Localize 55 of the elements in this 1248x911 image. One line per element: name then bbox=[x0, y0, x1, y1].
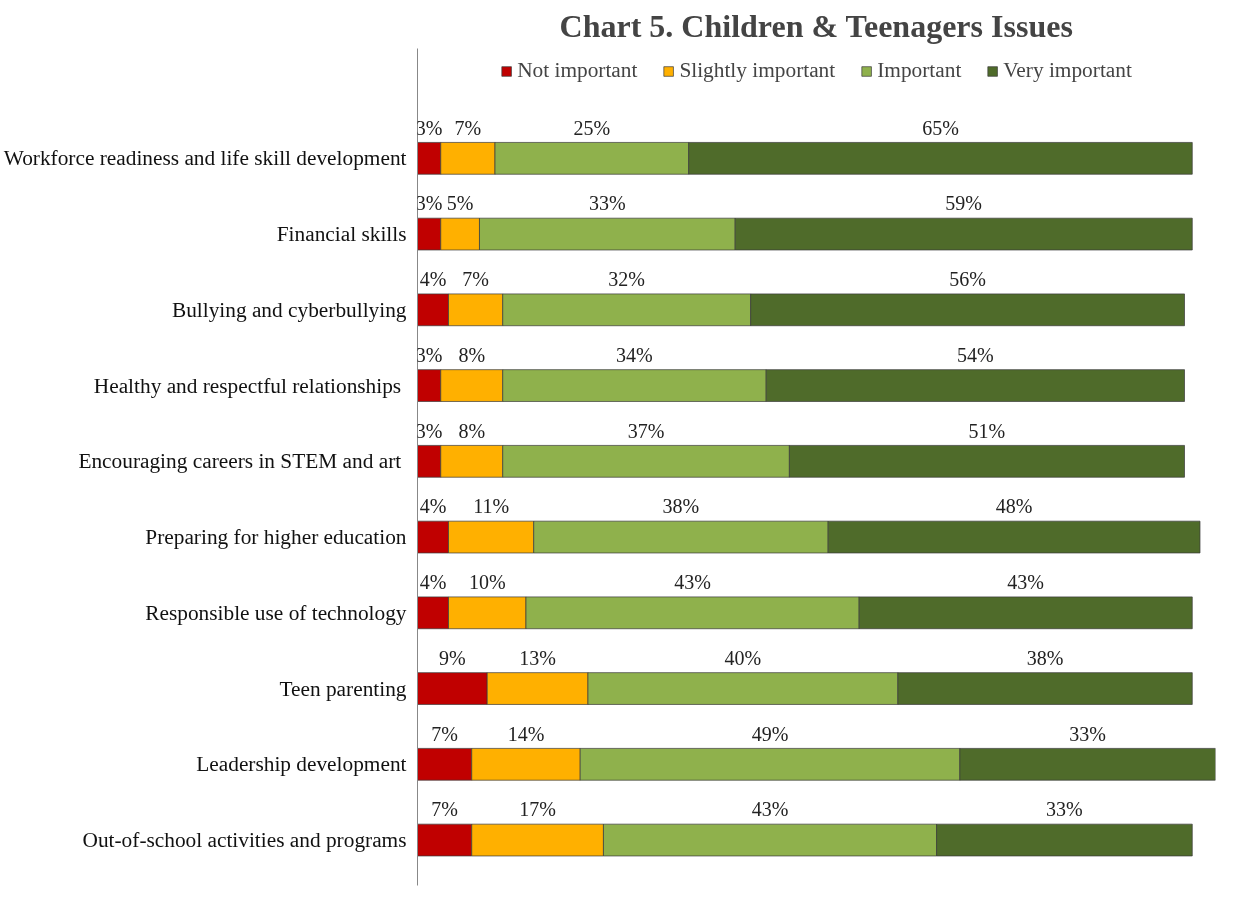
data-label: 56% bbox=[949, 268, 986, 291]
y-tick-label: Preparing for higher education bbox=[145, 525, 407, 550]
data-label: 13% bbox=[519, 646, 556, 669]
data-label: 54% bbox=[957, 343, 994, 366]
data-label: 7% bbox=[462, 268, 489, 291]
data-label: 11% bbox=[473, 495, 510, 518]
data-label: 17% bbox=[519, 798, 556, 821]
data-label: 25% bbox=[573, 116, 611, 139]
data-label: 7% bbox=[431, 722, 458, 745]
data-label: 7% bbox=[454, 116, 482, 139]
data-label: 33% bbox=[588, 192, 626, 215]
data-label: 43% bbox=[674, 571, 711, 594]
legend-label: Important bbox=[877, 58, 962, 83]
data-label: 9% bbox=[439, 646, 466, 669]
y-tick-label: Healthy and respectful relationships bbox=[93, 373, 402, 398]
data-label: 34% bbox=[616, 343, 653, 366]
y-tick-label: Responsible use of technology bbox=[145, 600, 407, 625]
data-label: 8% bbox=[458, 419, 486, 442]
data-label: 59% bbox=[945, 192, 983, 215]
y-tick-label: Bullying and cyberbullying bbox=[171, 297, 407, 322]
data-label: 8% bbox=[458, 343, 486, 366]
y-tick-label: Workforce readiness and life skill development bbox=[3, 146, 407, 171]
chart-title: Chart 5. Children & Teenagers Issues bbox=[559, 7, 1073, 44]
data-label: 3% bbox=[415, 419, 443, 442]
data-label: 40% bbox=[724, 646, 762, 669]
data-label: 3% bbox=[415, 192, 443, 215]
data-label: 32% bbox=[608, 268, 646, 291]
data-label: 43% bbox=[1007, 571, 1045, 594]
y-tick-label: Encouraging careers in STEM and art bbox=[78, 449, 402, 474]
y-tick-label: Out-of-school activities and programs bbox=[82, 828, 407, 853]
data-label: 4% bbox=[419, 268, 447, 291]
data-label: 3% bbox=[415, 343, 443, 366]
data-label: 3% bbox=[415, 116, 443, 139]
legend-label: Slightly important bbox=[679, 58, 836, 83]
data-label: 37% bbox=[627, 419, 665, 442]
data-label: 7% bbox=[431, 798, 458, 821]
data-label: 38% bbox=[1026, 646, 1064, 669]
data-label: 5% bbox=[446, 192, 474, 215]
legend-label: Very important bbox=[1003, 58, 1132, 83]
data-label: 38% bbox=[662, 495, 700, 518]
legend-label: Not important bbox=[517, 58, 638, 83]
y-tick-label: Financial skills bbox=[276, 222, 407, 247]
data-label: 10% bbox=[468, 571, 506, 594]
data-label: 4% bbox=[419, 495, 447, 518]
y-tick-label: Leadership development bbox=[196, 752, 407, 777]
data-label: 33% bbox=[1046, 798, 1083, 821]
data-label: 43% bbox=[751, 798, 789, 821]
y-tick-label: Teen parenting bbox=[279, 676, 407, 701]
data-label: 48% bbox=[995, 495, 1033, 518]
data-label: 14% bbox=[507, 722, 545, 745]
data-label: 33% bbox=[1069, 722, 1107, 745]
data-label: 4% bbox=[419, 571, 447, 594]
data-label: 49% bbox=[751, 722, 789, 745]
data-label: 65% bbox=[922, 116, 959, 139]
data-label: 51% bbox=[968, 419, 1006, 442]
